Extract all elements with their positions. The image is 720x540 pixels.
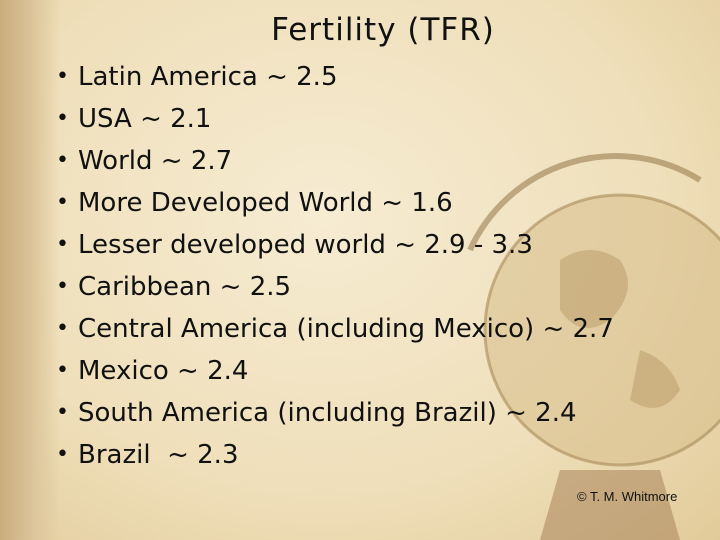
bullet-text: World ~ 2.7 — [78, 146, 233, 176]
bullet-item: • Mexico ~ 2.4 — [52, 350, 614, 392]
bullet-item: • Brazil ~ 2.3 — [52, 434, 614, 476]
bullet-item: • More Developed World ~ 1.6 — [52, 182, 614, 224]
bullet-text: South America (including Brazil) ~ 2.4 — [78, 398, 577, 428]
bullet-text: Brazil ~ 2.3 — [78, 440, 239, 470]
parchment-border — [0, 0, 60, 540]
bullet-dot: • — [56, 64, 69, 89]
bullet-dot: • — [56, 400, 69, 425]
globe-land — [560, 250, 680, 408]
bullet-item: • Latin America ~ 2.5 — [52, 56, 614, 98]
slide-title: Fertility (TFR) — [271, 12, 495, 48]
bullet-dot: • — [56, 190, 69, 215]
bullet-dot: • — [56, 106, 69, 131]
credit: © T. M. Whitmore — [577, 489, 678, 504]
bullet-dot: • — [56, 316, 69, 341]
bullet-dot: • — [56, 274, 69, 299]
bullet-list: • Latin America ~ 2.5 • USA ~ 2.1 • World ~ 2… — [52, 56, 614, 476]
bullet-dot: • — [56, 148, 69, 173]
bullet-item: • USA ~ 2.1 — [52, 98, 614, 140]
bullet-text: Latin America ~ 2.5 — [78, 62, 338, 92]
bullet-dot: • — [56, 442, 69, 467]
bullet-item: • Caribbean ~ 2.5 — [52, 266, 614, 308]
bullet-dot: • — [56, 232, 69, 257]
bullet-text: Central America (including Mexico) ~ 2.7 — [78, 314, 614, 344]
bullet-item: • Central America (including Mexico) ~ 2.… — [52, 308, 614, 350]
bullet-dot: • — [56, 358, 69, 383]
globe-meridian-ring — [467, 153, 702, 252]
bullet-text: Caribbean ~ 2.5 — [78, 272, 292, 302]
globe-outline — [483, 193, 720, 467]
bullet-item: • Lesser developed world ~ 2.9 - 3.3 — [52, 224, 614, 266]
globe-stand — [540, 470, 680, 540]
bullet-item: • World ~ 2.7 — [52, 140, 614, 182]
bullet-text: Mexico ~ 2.4 — [78, 356, 249, 386]
bullet-text: More Developed World ~ 1.6 — [78, 188, 453, 218]
bullet-item: • South America (including Brazil) ~ 2.4 — [52, 392, 614, 434]
bullet-text: USA ~ 2.1 — [78, 104, 212, 134]
bullet-text: Lesser developed world ~ 2.9 - 3.3 — [78, 230, 533, 260]
